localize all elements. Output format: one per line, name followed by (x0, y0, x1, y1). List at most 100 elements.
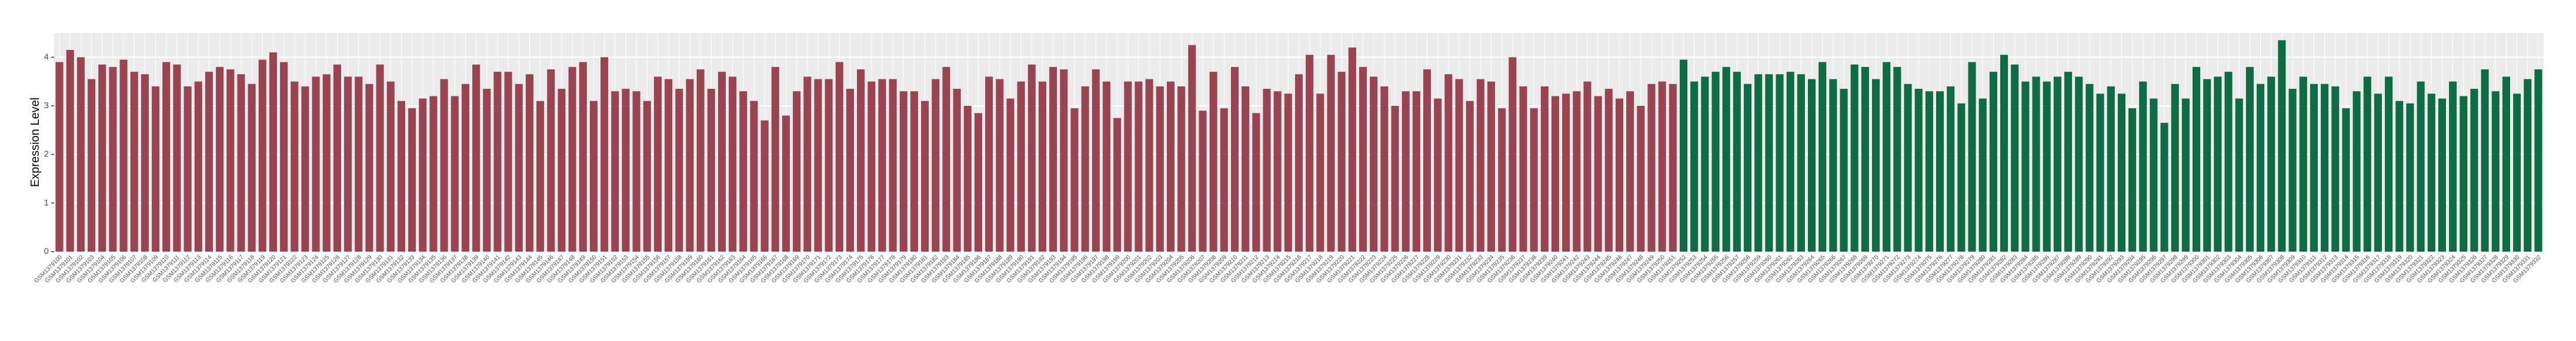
bar (2107, 86, 2115, 252)
bar (2064, 72, 2073, 252)
bar (355, 76, 363, 252)
bar (1701, 76, 1709, 252)
bar (1038, 81, 1047, 252)
bar (921, 101, 929, 252)
bar (632, 91, 640, 252)
bar (686, 79, 694, 252)
bar (825, 79, 833, 252)
bar (1754, 74, 1763, 252)
bar (653, 76, 662, 252)
bar (1637, 106, 1645, 252)
bar (1776, 74, 1784, 252)
bar (2288, 89, 2297, 252)
bar (558, 89, 566, 252)
bar (1925, 91, 1933, 252)
bar (1722, 66, 1730, 252)
bar (312, 76, 320, 252)
bar (1786, 72, 1794, 252)
bar (589, 101, 598, 252)
bar (1669, 83, 1677, 252)
bar (55, 62, 64, 252)
bar (1209, 72, 1217, 252)
bar (2203, 79, 2211, 252)
bar (1380, 86, 1389, 252)
bar (2342, 108, 2350, 252)
bar (1498, 108, 1506, 252)
bar (2267, 76, 2275, 252)
bar (2181, 98, 2190, 252)
bar (2417, 81, 2425, 252)
bar (782, 115, 790, 252)
bar (622, 89, 630, 252)
bar (1145, 79, 1153, 252)
bar (408, 108, 416, 252)
bar (1188, 45, 1196, 252)
bar (675, 89, 683, 252)
bar (1476, 79, 1484, 252)
bar (1166, 81, 1175, 252)
bar (2128, 108, 2137, 252)
bar (750, 101, 758, 252)
bar (1615, 98, 1624, 252)
bar (1573, 91, 1581, 252)
bar (386, 81, 395, 252)
bar (1102, 81, 1111, 252)
bar (2481, 69, 2489, 252)
bar (857, 69, 865, 252)
bar (2438, 98, 2446, 252)
bar (2224, 72, 2233, 252)
bar (483, 89, 491, 252)
bar (953, 89, 961, 252)
bar (258, 59, 266, 252)
bar (2053, 76, 2061, 252)
bar (1017, 81, 1025, 252)
bar (451, 96, 459, 252)
bar (365, 83, 373, 252)
bar (1647, 83, 1656, 252)
bar (1263, 89, 1271, 252)
bar (771, 66, 779, 252)
bar (793, 91, 801, 252)
bar (1540, 86, 1549, 252)
bar (835, 62, 843, 252)
bar (2502, 76, 2510, 252)
bar (2278, 40, 2286, 252)
bar (760, 120, 769, 252)
bar (963, 106, 972, 252)
bar (718, 72, 726, 252)
bar (2374, 93, 2382, 252)
bar (889, 79, 897, 252)
bar (2235, 98, 2243, 252)
bar (1027, 64, 1036, 252)
bar (2353, 91, 2361, 252)
bar (2470, 89, 2478, 252)
bar (2193, 66, 2201, 252)
bar (493, 72, 502, 252)
y-axis-title: Expression Level (29, 98, 42, 187)
bar (846, 89, 855, 252)
bar (1840, 89, 1848, 252)
bar (1679, 59, 1688, 252)
bar (2513, 93, 2521, 252)
bar (1690, 81, 1699, 252)
bar (280, 62, 288, 252)
bar (1818, 62, 1827, 252)
bar (942, 66, 950, 252)
bar (1327, 55, 1335, 252)
bar (707, 89, 715, 252)
bar (1914, 89, 1923, 252)
y-tick-label: 1 (44, 198, 49, 208)
bar (1242, 86, 1250, 252)
bar (739, 91, 748, 252)
bar (2534, 69, 2542, 252)
bar (173, 64, 181, 252)
bar (2214, 76, 2222, 252)
bar (867, 81, 876, 252)
bar (291, 81, 299, 252)
bar (643, 101, 651, 252)
bar (1530, 108, 1538, 252)
bar (1947, 86, 1955, 252)
bar (333, 64, 341, 252)
bar (1337, 72, 1346, 252)
